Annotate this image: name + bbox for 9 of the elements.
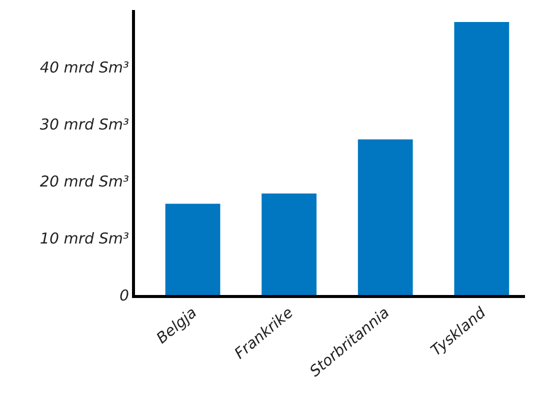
y-tick-label: 20 mrd Sm³ — [40, 172, 129, 190]
y-tick-label: 0 — [119, 286, 129, 304]
y-tick-label: 30 mrd Sm³ — [40, 115, 129, 134]
bar — [358, 139, 413, 295]
y-tick-label: 10 mrd Sm³ — [40, 229, 129, 248]
bar — [262, 194, 317, 295]
y-tick-label: 40 mrd Sm³ — [40, 58, 129, 76]
bar — [165, 204, 220, 295]
bar — [454, 22, 510, 295]
